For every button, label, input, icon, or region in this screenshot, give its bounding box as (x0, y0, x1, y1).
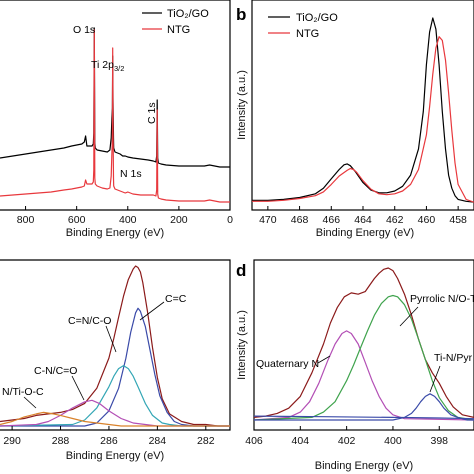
panel-c-xlabel: Binding Energy (eV) (66, 450, 164, 462)
anno-cc: C=C (165, 293, 187, 305)
panel-b-xtick-label: 460 (418, 214, 436, 226)
panel-b-series (252, 17, 474, 203)
panel-a-frame (0, 0, 231, 211)
legend-a-ntg: NTG (167, 24, 190, 36)
panel-b-xtick-label: 464 (354, 214, 372, 226)
panel-b-ticks: 470 468 466 464 462 460 458 (259, 206, 467, 226)
panel-d-xlabel: Binding Energy (eV) (315, 460, 413, 472)
panel-b: 470 468 466 464 462 460 458 b Binding Energy (… (236, 0, 474, 239)
panel-c-series (0, 265, 230, 427)
anno-quaternary: Quaternary N (256, 358, 319, 370)
panel-b-series-tio-go (252, 17, 474, 203)
panel-c-xtick-label: 288 (52, 435, 70, 447)
panel-b-ylabel: Intensity (a.u.) (236, 70, 248, 140)
panel-a-xtick-label: 0 (227, 214, 233, 226)
anno-quaternary-leader (317, 355, 331, 364)
panel-a-ticks: 800 600 400 200 0 (17, 206, 233, 226)
anno-cnco: C=N/C-O (68, 315, 111, 327)
anno-tin: Ti-N/Pyr (434, 352, 473, 364)
panel-c-series-envelope (0, 265, 230, 427)
panel-c-series-n-ti-o-c (0, 411, 230, 427)
panel-b-xtick-label: 468 (291, 214, 309, 226)
legend-b-tio2go: TiO₂/GO (296, 12, 338, 24)
anno-pyrrolic-leader (399, 306, 419, 327)
panel-d-frame (253, 259, 474, 431)
panel-d-series (253, 267, 474, 421)
anno-cnco2: C-N/C=O (34, 365, 77, 377)
panel-a-legend: TiO₂/GO NTG (142, 8, 209, 36)
anno-c1s: C 1s (146, 102, 158, 124)
anno-ti2p-main: Ti 2p (91, 59, 114, 71)
panel-d-xtick-label: 400 (384, 435, 402, 447)
panel-d-xtick-label: 406 (245, 435, 263, 447)
panel-c-ticks: 290 288 286 284 282 (3, 426, 215, 447)
panel-a-xlabel: Binding Energy (eV) (66, 227, 164, 239)
panel-a-xtick-label: 800 (17, 214, 35, 226)
panel-d-letter: d (236, 261, 246, 280)
panel-d-series-quaternary-n (253, 330, 474, 421)
panel-d-series-ti-n-pyr (254, 393, 474, 421)
panel-d-series-pyrrolic-n-o-t (253, 294, 474, 421)
panel-d-xtick-label: 402 (338, 435, 356, 447)
panel-a-xtick-label: 200 (170, 214, 188, 226)
panel-a-xtick-label: 400 (119, 214, 137, 226)
panel-d-series-baseline (253, 415, 474, 420)
panel-b-legend: TiO₂/GO NTG (268, 12, 338, 40)
legend-a-tio2go: TiO₂/GO (167, 8, 209, 20)
panel-c-xtick-label: 286 (100, 435, 118, 447)
panel-d-series-envelope (253, 267, 474, 418)
panel-b-xtick-label: 470 (259, 214, 277, 226)
panel-c: 290 288 286 284 282 Binding Energy (eV) C=C … (0, 259, 231, 462)
anno-cc-leader (139, 301, 165, 321)
panel-c-xtick-label: 282 (197, 435, 215, 447)
anno-ntioc: N/Ti-O-C (2, 386, 44, 398)
anno-o1s: O 1s (73, 24, 95, 36)
anno-ntioc-leader (23, 396, 37, 409)
panel-b-xlabel: Binding Energy (eV) (316, 227, 414, 239)
panel-a-series (0, 27, 230, 203)
legend-b-ntg: NTG (296, 28, 319, 40)
anno-n1s: N 1s (120, 168, 142, 180)
panel-d-ticks: 406 404 402 400 398 (245, 426, 448, 447)
panel-a-xtick-label: 600 (68, 214, 86, 226)
panel-d: 406 404 402 400 398 d Binding Energy (eV) In… (236, 259, 474, 472)
anno-ti2p-sub: 3/2 (114, 64, 124, 73)
anno-cnco-leader (105, 325, 117, 353)
anno-ti2p: Ti 2p3/2 (91, 59, 124, 73)
panel-c-series-c-n-c-o (0, 399, 230, 427)
panel-c-frame (0, 259, 231, 431)
anno-pyrrolic: Pyrrolic N/O-T (410, 293, 474, 305)
anno-cnco2-leader (71, 375, 85, 401)
panel-d-xtick-label: 404 (292, 435, 310, 447)
panel-b-series-ntg (252, 36, 474, 203)
panel-b-frame (251, 0, 474, 211)
panel-d-ylabel: Intensity (a.u.) (236, 310, 248, 380)
panel-c-xtick-label: 284 (149, 435, 167, 447)
panel-b-xtick-label: 458 (449, 214, 467, 226)
panel-d-xtick-label: 398 (430, 435, 448, 447)
panel-c-series-c-n-c-o (0, 365, 230, 427)
panel-c-xtick-label: 290 (3, 435, 21, 447)
anno-tin-leader (429, 365, 441, 393)
panel-a-series-ntg (0, 29, 230, 203)
panel-b-xtick-label: 462 (386, 214, 404, 226)
panel-a: 800 600 400 200 0 Binding Energy (eV) TiO₂/G… (0, 0, 233, 239)
panel-b-xtick-label: 466 (323, 214, 341, 226)
panel-a-series-tio-go (0, 27, 230, 168)
panel-b-letter: b (236, 5, 246, 24)
